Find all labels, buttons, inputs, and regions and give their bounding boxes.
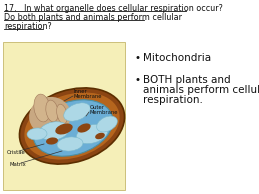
Ellipse shape (24, 92, 120, 160)
Text: BOTH plants and: BOTH plants and (143, 75, 231, 85)
Text: •: • (134, 75, 140, 85)
Text: Cristae: Cristae (7, 150, 26, 154)
Ellipse shape (95, 133, 105, 139)
Text: Do both plants and animals perform cellular: Do both plants and animals perform cellu… (4, 13, 182, 22)
Ellipse shape (33, 100, 113, 156)
Text: •: • (134, 53, 140, 63)
Ellipse shape (19, 88, 125, 164)
Text: respiration?: respiration? (4, 22, 52, 31)
Ellipse shape (57, 137, 83, 151)
Text: Outer
Membrane: Outer Membrane (90, 105, 119, 115)
Text: animals perform cellular: animals perform cellular (143, 85, 259, 95)
Text: Inner
Membrane: Inner Membrane (74, 89, 103, 99)
Ellipse shape (46, 137, 58, 145)
Text: Matrix: Matrix (9, 161, 26, 166)
Text: respiration.: respiration. (143, 95, 203, 105)
Ellipse shape (97, 116, 117, 132)
Text: 17.   In what organelle does cellular respiration occur?: 17. In what organelle does cellular resp… (4, 4, 223, 13)
Ellipse shape (34, 94, 50, 122)
Ellipse shape (64, 103, 90, 121)
FancyBboxPatch shape (3, 42, 125, 190)
Ellipse shape (29, 97, 71, 135)
Ellipse shape (57, 104, 67, 124)
Ellipse shape (76, 124, 108, 144)
Ellipse shape (77, 123, 91, 133)
Ellipse shape (46, 100, 58, 122)
Ellipse shape (39, 122, 69, 140)
Ellipse shape (55, 124, 73, 134)
Ellipse shape (27, 128, 47, 140)
Text: Mitochondria: Mitochondria (143, 53, 211, 63)
